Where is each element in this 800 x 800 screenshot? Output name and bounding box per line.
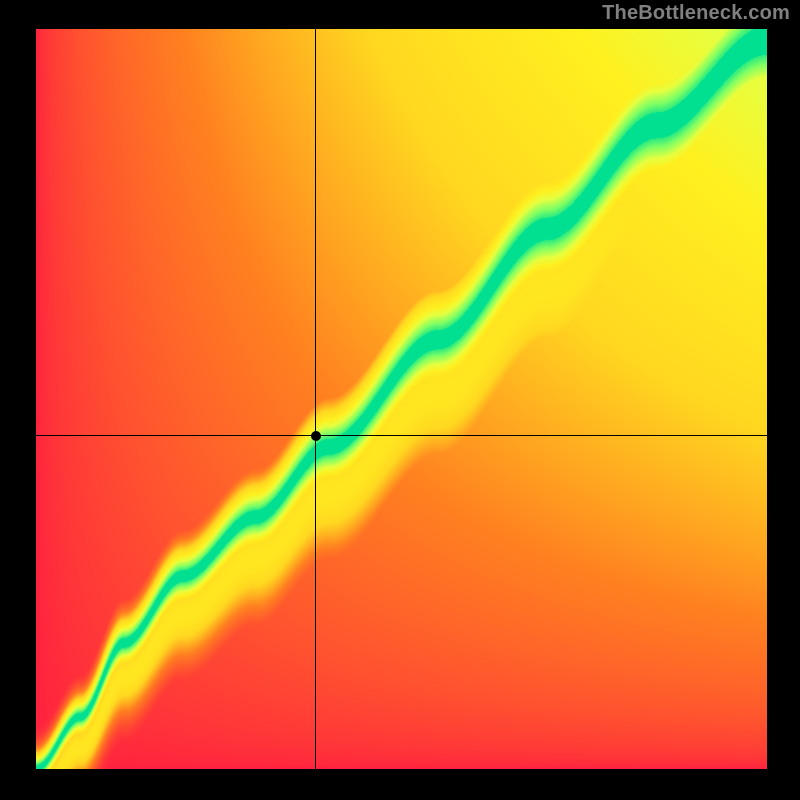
heatmap-plot — [36, 29, 767, 769]
watermark-text: TheBottleneck.com — [602, 2, 790, 25]
crosshair-vertical — [315, 29, 316, 769]
data-point — [311, 431, 321, 441]
chart-frame: TheBottleneck.com — [0, 0, 800, 800]
heatmap-canvas — [36, 29, 767, 769]
crosshair-horizontal — [36, 435, 767, 436]
